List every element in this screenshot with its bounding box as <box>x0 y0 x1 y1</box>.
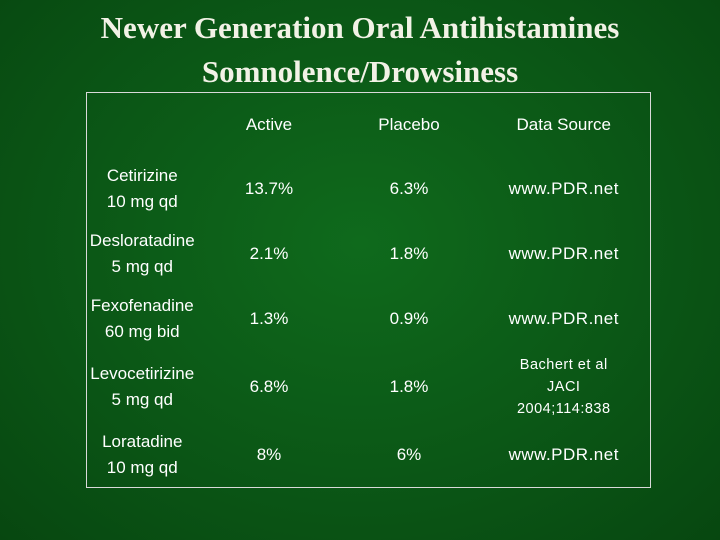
drug-dose: 5 mg qd <box>111 390 173 409</box>
header-placebo: Placebo <box>378 114 440 134</box>
source-line: Bachert et al <box>519 357 608 373</box>
drug-name: Levocetirizine <box>90 364 195 383</box>
data-source: www.PDR.net <box>508 244 619 263</box>
placebo-value: 0.9% <box>389 309 429 328</box>
active-value: 13.7% <box>244 179 294 198</box>
drug-dose: 60 mg bid <box>104 322 180 341</box>
data-source: www.PDR.net <box>508 309 619 328</box>
table-row: Cetirizine 10 mg qd 13.7% 6.3% www.PDR.n… <box>87 157 651 222</box>
header-drug <box>87 93 198 157</box>
source-line: 2004;114:838 <box>516 401 611 417</box>
drug-name: Loratadine <box>102 431 183 451</box>
placebo-value: 1.8% <box>389 244 429 263</box>
source-line: JACI <box>547 379 581 395</box>
slide-title: Newer Generation Oral Antihistamines Som… <box>0 6 720 94</box>
active-value: 2.1% <box>249 244 289 263</box>
data-source: www.PDR.net <box>508 444 619 464</box>
drug-dose: 5 mg qd <box>111 257 173 276</box>
table-row: Levocetirizine 5 mg qd 6.8% 1.8% Bachert… <box>87 352 651 423</box>
drug-name: Fexofenadine <box>90 296 194 315</box>
data-source: www.PDR.net <box>508 179 619 198</box>
title-line-2: Somnolence/Drowsiness <box>201 54 519 89</box>
header-active: Active <box>245 114 293 134</box>
drug-dose: 10 mg qd <box>106 192 178 211</box>
table-row: Fexofenadine 60 mg bid 1.3% 0.9% www.PDR… <box>87 287 651 352</box>
placebo-value: 6% <box>396 444 422 464</box>
table-header-row: Active Placebo Data Source <box>87 93 651 157</box>
title-line-1: Newer Generation Oral Antihistamines <box>100 10 620 45</box>
drug-dose: 10 mg qd <box>106 457 178 477</box>
drug-cell: Loratadine 10 mg qd <box>87 423 198 488</box>
active-value: 6.8% <box>249 377 289 396</box>
drug-cell: Cetirizine 10 mg qd <box>87 157 198 222</box>
placebo-value: 6.3% <box>389 179 429 198</box>
data-source: Bachert et al JACI 2004;114:838 <box>478 352 651 423</box>
drug-cell: Levocetirizine 5 mg qd <box>87 352 198 423</box>
drug-cell: Fexofenadine 60 mg bid <box>87 287 198 352</box>
table-row: Loratadine 10 mg qd 8% 6% www.PDR.net <box>87 423 651 488</box>
active-value: 8% <box>256 444 282 464</box>
somnolence-table: Active Placebo Data Source Cetirizine 10… <box>86 92 651 488</box>
header-data-source: Data Source <box>516 114 612 134</box>
drug-name: Cetirizine <box>106 166 178 185</box>
table-row: Desloratadine 5 mg qd 2.1% 1.8% www.PDR.… <box>87 222 651 287</box>
drug-name: Desloratadine <box>89 231 195 250</box>
placebo-value: 1.8% <box>389 377 429 396</box>
drug-cell: Desloratadine 5 mg qd <box>87 222 198 287</box>
active-value: 1.3% <box>249 309 289 328</box>
